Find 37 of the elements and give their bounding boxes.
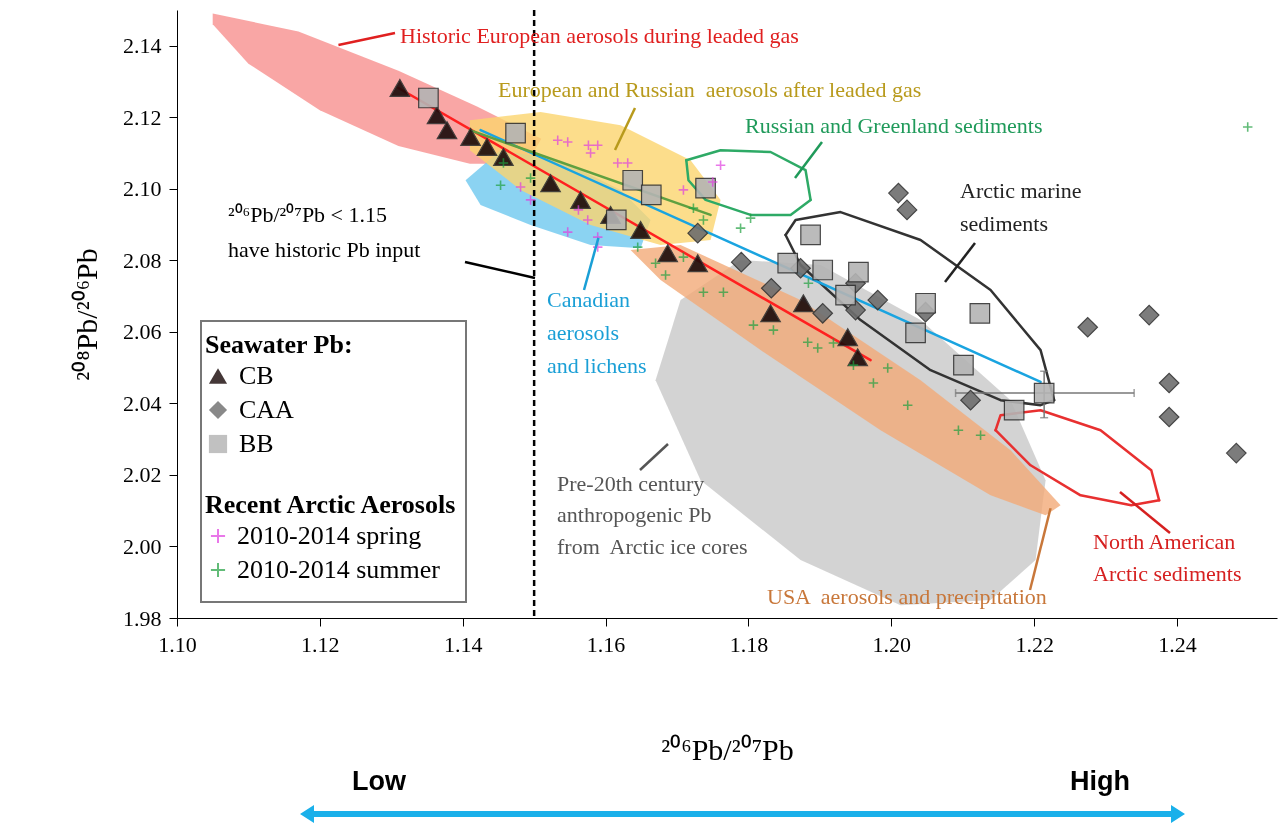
y-tick-label: 2.08: [123, 247, 162, 273]
y-tick-label: 2.00: [123, 533, 162, 559]
annotation: Russian and Greenland sediments: [745, 113, 1043, 139]
y-tick-label: 2.10: [123, 176, 162, 202]
annotation: ²⁰⁶Pb/²⁰⁷Pb < 1.15 have historic Pb input: [228, 202, 421, 263]
annotation: Pre-20th century anthropogenic Pb from Arctic ice cores: [557, 471, 748, 560]
x-tick-label: 1.22: [1015, 631, 1054, 657]
y-tick-label: 2.12: [123, 104, 162, 130]
y-tick-label: 1.98: [123, 605, 162, 631]
y-tick-label: 2.04: [123, 390, 162, 416]
legend-label: CAA: [239, 395, 295, 424]
x-tick-label: 1.24: [1158, 631, 1197, 657]
x-tick-label: 1.20: [872, 631, 912, 657]
x-tick-label: 1.12: [301, 631, 340, 657]
x-tick-label: 1.18: [729, 631, 769, 657]
legend-title: Seawater Pb:: [205, 330, 353, 359]
legend-label: CB: [239, 361, 274, 390]
annotation: Arctic marine sediments: [960, 178, 1082, 237]
y-tick-label: 2.06: [123, 319, 162, 345]
annotation: Historic European aerosols during leaded gas: [400, 23, 799, 49]
text: High: [1070, 766, 1130, 797]
x-tick-label: 1.14: [443, 631, 483, 657]
annotation: European and Russian aerosols after leaded gas: [498, 77, 922, 103]
text: Low: [352, 766, 406, 797]
y-tick-label: 2.02: [123, 462, 162, 488]
annotation: Canadian aerosols and lichens: [547, 287, 647, 379]
annotation: Recent Arctic Aerosols: [205, 490, 456, 519]
x-axis-title: ²⁰⁶Pb/²⁰⁷Pb: [661, 732, 794, 766]
y-tick-label: 2.14: [123, 33, 162, 59]
y-axis-title: ²⁰⁸Pb/²⁰⁶Pb: [70, 248, 103, 381]
annotation: USA aerosols and precipitation: [767, 584, 1047, 610]
annotation: North American Arctic sediments: [1093, 529, 1242, 587]
legend-label: 2010-2014 summer: [237, 555, 441, 584]
legend-label: BB: [239, 429, 274, 458]
x-tick-label: 1.10: [158, 631, 197, 657]
legend-label: 2010-2014 spring: [237, 521, 422, 550]
x-tick-label: 1.16: [586, 631, 626, 657]
